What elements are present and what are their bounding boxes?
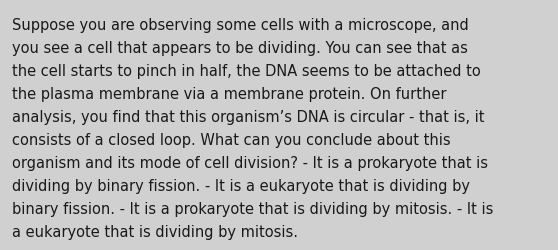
Text: dividing by binary fission. - It is a eukaryote that is dividing by: dividing by binary fission. - It is a eu… — [12, 178, 470, 194]
Text: a eukaryote that is dividing by mitosis.: a eukaryote that is dividing by mitosis. — [12, 224, 299, 240]
Text: analysis, you find that this organism’s DNA is circular - that is, it: analysis, you find that this organism’s … — [12, 110, 485, 124]
Text: consists of a closed loop. What can you conclude about this: consists of a closed loop. What can you … — [12, 132, 451, 148]
Text: Suppose you are observing some cells with a microscope, and: Suppose you are observing some cells wit… — [12, 18, 469, 32]
Text: the cell starts to pinch in half, the DNA seems to be attached to: the cell starts to pinch in half, the DN… — [12, 64, 481, 78]
Text: organism and its mode of cell division? - It is a prokaryote that is: organism and its mode of cell division? … — [12, 156, 488, 170]
Text: you see a cell that appears to be dividing. You can see that as: you see a cell that appears to be dividi… — [12, 40, 468, 56]
Text: binary fission. - It is a prokaryote that is dividing by mitosis. - It is: binary fission. - It is a prokaryote tha… — [12, 202, 494, 216]
Text: the plasma membrane via a membrane protein. On further: the plasma membrane via a membrane prote… — [12, 86, 447, 102]
